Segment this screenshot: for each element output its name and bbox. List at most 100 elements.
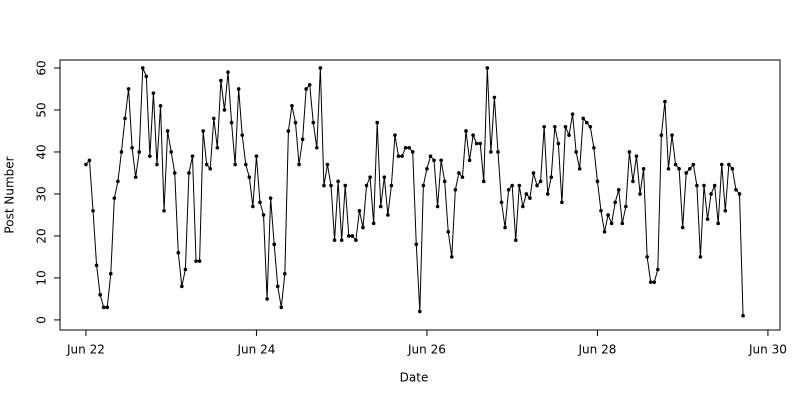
data-point [87,158,92,163]
data-point [396,154,401,158]
data-point [133,175,138,179]
data-point [631,179,635,184]
data-point [144,74,149,79]
data-point [673,162,678,167]
data-point [588,124,593,129]
data-point [357,208,362,213]
data-point [474,141,479,146]
data-point [620,221,625,226]
data-point [648,280,653,284]
data-point [378,204,383,209]
data-point [528,196,532,200]
data-point [140,66,145,70]
y-tick-label: 30 [35,186,49,201]
data-point [599,208,603,213]
data-point [208,166,213,171]
data-point [84,162,88,167]
data-point [517,183,522,188]
data-point [741,313,745,318]
data-point [91,208,95,213]
data-point [243,162,248,167]
data-point [105,305,110,310]
data-point [361,225,365,230]
data-point [652,280,657,284]
data-point [172,171,177,175]
x-tick-label: Jun 28 [578,343,617,357]
data-point [304,87,308,91]
data-point [123,116,127,121]
data-point [293,120,298,125]
data-point [687,166,692,171]
x-tick-label: Jun 24 [237,343,276,357]
data-point [659,133,664,137]
data-point [492,95,497,100]
data-point [251,204,255,209]
data-point [400,154,404,158]
data-point [734,187,738,192]
data-point [510,183,514,188]
data-point [94,263,99,268]
data-point [574,150,578,154]
data-point [222,108,227,112]
data-point [311,120,316,125]
data-point [712,183,717,188]
data-point [449,255,454,259]
data-point [290,103,294,108]
data-point [634,154,639,158]
data-point [680,225,685,230]
data-point [535,183,539,188]
data-point [300,137,305,142]
data-point [464,129,468,133]
data-point [322,183,326,188]
data-point [261,213,266,217]
data-point [563,124,568,129]
data-point [272,242,276,247]
data-point [101,305,106,310]
data-point [236,87,241,91]
data-point [719,162,724,167]
data-point [695,183,699,188]
data-point [453,187,458,192]
data-point [130,145,134,150]
data-point [382,175,387,179]
data-point [425,166,429,171]
data-point [702,183,706,188]
data-point [414,242,419,247]
data-point [240,133,245,137]
data-point [187,171,191,175]
data-point [442,179,447,184]
data-point [577,166,582,171]
data-point [279,305,284,310]
data-point [126,87,131,91]
data-point [169,150,173,154]
data-point [194,259,198,263]
data-point [215,145,220,150]
data-point [549,175,554,179]
data-point [180,284,184,289]
data-point [499,200,504,205]
data-point [609,221,614,226]
data-point [364,183,369,188]
data-point [339,238,344,242]
data-point [709,192,713,196]
data-point [428,154,433,158]
data-point [421,183,426,188]
data-point [727,162,731,167]
data-point [627,150,632,154]
data-point [350,234,355,238]
data-point [567,133,571,137]
data-point [691,162,696,167]
data-point [489,150,493,154]
data-point [116,179,120,184]
data-point [666,166,671,171]
data-point [329,183,333,188]
data-point [684,171,689,175]
data-point [716,221,720,226]
data-point [275,284,280,289]
data-point [332,238,337,242]
data-point [556,141,561,146]
data-point [371,221,376,226]
data-point [570,112,575,116]
data-point [265,297,269,301]
